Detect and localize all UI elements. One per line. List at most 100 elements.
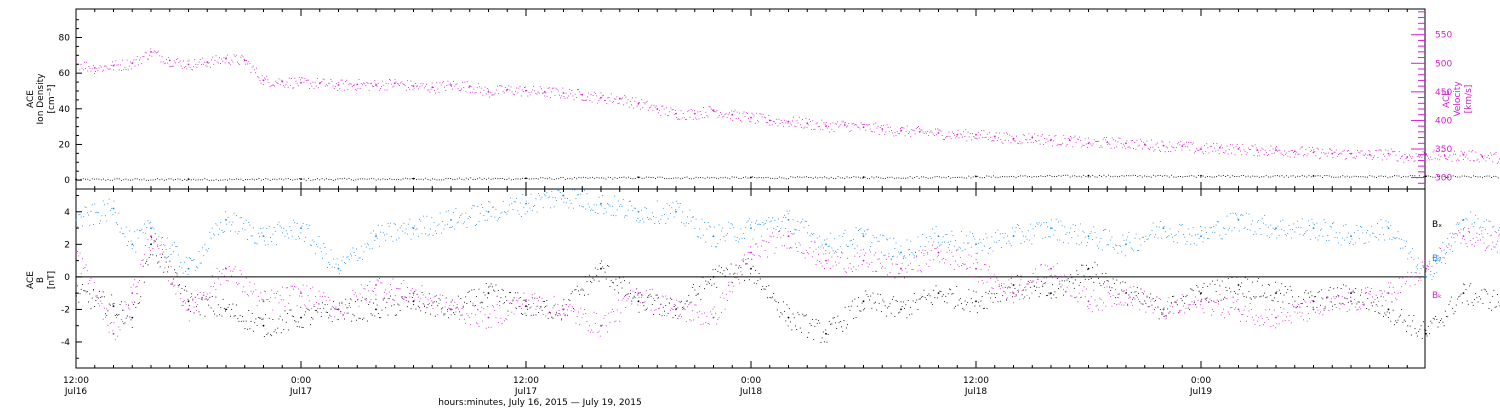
top-series-1-sample [345,81,346,83]
top-series-1-sample [1133,148,1134,149]
series-by-sample [672,202,674,204]
top-series-0-sample [323,179,325,181]
series-bx-sample [718,265,720,267]
top-series-1-sample [267,79,269,81]
series-bx-sample [168,266,169,268]
series-bx-sample [579,293,581,295]
series-by-sample [1197,233,1199,235]
top-series-1-sample [774,121,775,123]
top-series-0-sample [420,178,422,180]
top-series-0-sample [1231,175,1233,177]
series-by-sample [964,248,966,250]
top-series-1-sample [419,86,421,88]
top-series-1-sample [1371,159,1373,160]
series-by-sample [895,242,897,244]
top-series-1-sample [1034,133,1035,135]
series-by-sample [277,223,279,225]
top-series-0-sample [218,180,219,182]
top-series-1-sample [632,97,633,99]
top-series-0-sample [1022,175,1024,177]
series-by-sample [183,261,185,263]
series-bx-sample [255,318,257,320]
series-by-sample [164,245,166,247]
series-bx-sample [838,322,840,324]
top-series-1-sample [181,67,183,69]
top-series-0-sample [222,179,224,181]
series-by-sample [643,221,645,223]
series-bx-sample [186,290,188,292]
series-bz-point [787,235,790,238]
top-series-1-sample [743,111,745,113]
series-bx-sample [162,253,163,255]
series-bx-sample [1395,320,1397,322]
top-series-0-sample [121,180,122,181]
top-series-1-sample [215,55,217,57]
series-bx-sample [358,317,360,319]
series-bx-sample [833,317,835,318]
series-bx-sample [217,304,219,306]
top-series-1-sample [237,61,238,63]
series-bx-sample [243,320,245,322]
top-series-1-sample [1473,160,1474,162]
series-bx-sample [769,297,771,298]
top-series-1-sample [546,95,548,97]
series-bx-sample [1360,294,1361,296]
series-by-sample [1186,241,1188,242]
series-by-sample [1305,231,1307,233]
series-bx-sample [1230,291,1232,293]
series-by-sample [385,239,387,241]
top-series-1-sample [192,69,193,71]
top-series-1-sample [984,137,986,139]
top-series-0-sample [1378,175,1380,177]
series-by-sample [457,221,459,223]
series-bx-sample [1220,299,1222,301]
series-by-sample [1096,245,1098,247]
top-series-1-sample [1269,150,1271,152]
top-series-1-sample [696,118,698,120]
series-bx-sample [912,300,914,302]
series-by-sample [792,219,794,221]
top-series-0-sample [452,178,454,180]
top-series-1-sample [1220,144,1222,146]
series-by-sample [1254,231,1256,233]
top-series-0-sample [1049,175,1051,176]
top-series-1-point [562,92,565,94]
series-bx-sample [881,311,882,313]
series-bx-sample [1043,283,1045,284]
top-series-0-sample [598,177,600,179]
top-series-1-sample [569,88,570,90]
series-bx-sample [701,276,703,278]
series-bz-sample [129,308,131,310]
top-series-1-sample [399,85,400,86]
top-series-1-sample [1275,147,1276,149]
top-series-0-sample [704,178,706,180]
series-bz-point [1087,300,1090,303]
series-by-sample [1316,222,1318,224]
top-series-0-sample [1173,176,1175,178]
top-series-1-sample [856,124,858,126]
top-series-0-sample [835,178,837,179]
series-bx-sample [750,273,751,275]
top-series-1-sample [162,61,164,63]
series-by-sample [1207,238,1209,239]
series-by-point [1050,227,1052,230]
series-by-sample [507,210,509,212]
top-series-1-sample [667,115,668,117]
series-bx-sample [949,288,950,290]
top-series-0-sample [139,179,140,181]
top-series-1-sample [1044,138,1046,139]
top-series-1-sample [825,122,827,123]
series-bx-sample [1461,302,1463,304]
series-bx-sample [185,285,186,287]
series-bx-sample [1047,295,1049,296]
series-by-sample [1391,239,1393,241]
top-series-1-sample [1298,153,1300,155]
top-series-0-sample [1074,175,1076,177]
top-series-0-sample [461,178,463,180]
series-by-sample [365,246,367,248]
series-bz-sample [94,282,96,283]
top-series-0-sample [727,177,729,179]
series-bx-sample [1299,306,1301,308]
top-series-0-sample [711,177,713,178]
top-series-1-sample [492,94,494,96]
